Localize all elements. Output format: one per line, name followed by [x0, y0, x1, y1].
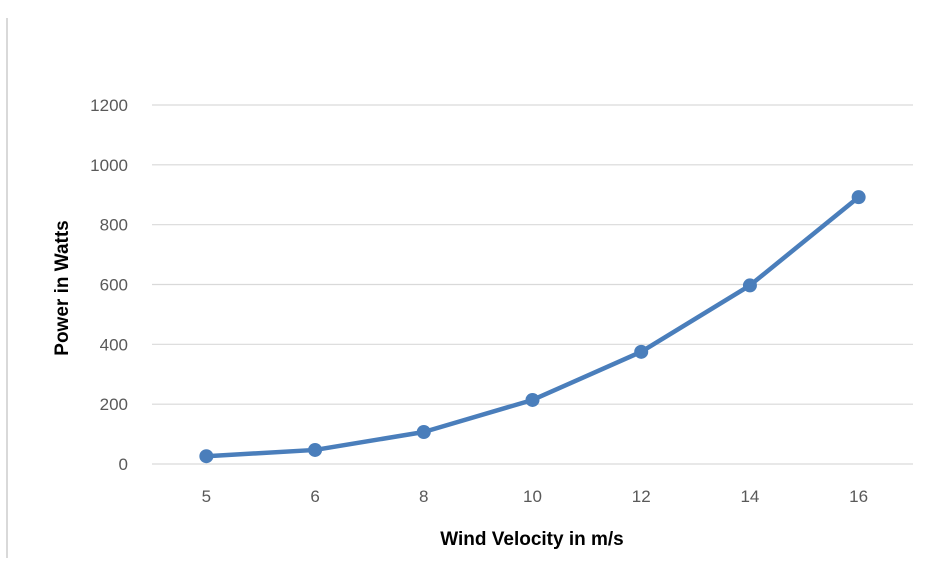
data-point-5: [199, 449, 214, 464]
y-tick-label-200: 200: [100, 395, 128, 414]
x-tick-label-14: 14: [740, 487, 759, 506]
x-tick-label-5: 5: [202, 487, 211, 506]
data-point-6: [308, 442, 323, 457]
series-layer: [199, 190, 866, 464]
y-tick-label-1200: 1200: [90, 96, 128, 115]
x-tick-label-6: 6: [310, 487, 319, 506]
x-tick-label-16: 16: [849, 487, 868, 506]
y-axis-title: Power in Watts: [52, 220, 73, 355]
data-point-8: [416, 424, 431, 439]
data-point-12: [634, 344, 649, 359]
x-tick-label-12: 12: [632, 487, 651, 506]
x-tick-label-8: 8: [419, 487, 428, 506]
y-tick-label-0: 0: [119, 455, 128, 474]
x-axis-ticks: 5 6 8 10 12 14 16: [202, 487, 868, 506]
y-axis-ticks: 0 200 400 600 800 1000 1200: [90, 96, 128, 474]
data-point-14: [742, 278, 757, 293]
chart-left-border: [6, 18, 8, 558]
x-axis-title: Wind Velocity in m/s: [440, 529, 624, 550]
y-tick-label-400: 400: [100, 335, 128, 354]
series-line-0: [204, 194, 861, 459]
y-tick-label-600: 600: [100, 276, 128, 295]
y-tick-label-800: 800: [100, 216, 128, 235]
data-point-16: [851, 190, 866, 205]
y-tick-label-1000: 1000: [90, 156, 128, 175]
data-point-10: [525, 392, 540, 407]
x-tick-label-10: 10: [523, 487, 542, 506]
gridlines: [152, 104, 913, 465]
